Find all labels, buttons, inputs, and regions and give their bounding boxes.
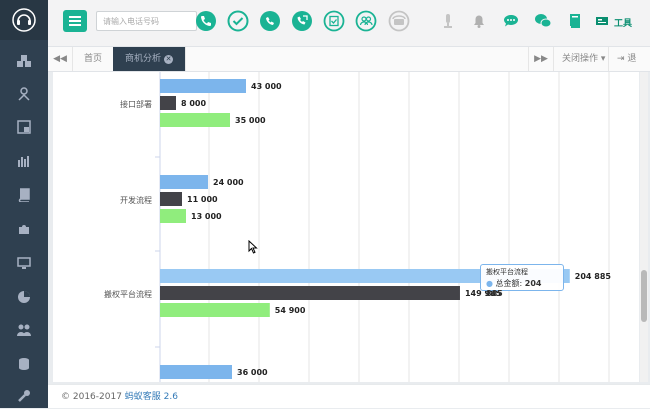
data-label: 35 000 <box>235 116 266 125</box>
check-button[interactable] <box>227 10 249 32</box>
bar[interactable] <box>160 113 230 127</box>
category-label: 接口部署 <box>120 99 152 109</box>
headset-logo-icon <box>12 8 36 32</box>
scrollbar-thumb[interactable] <box>641 270 647 322</box>
bar[interactable] <box>160 303 270 317</box>
phone-icon <box>196 11 216 31</box>
window-icon[interactable] <box>14 117 34 137</box>
bar[interactable] <box>160 209 186 223</box>
data-label: 204 885 <box>575 272 612 281</box>
tools-label[interactable]: 工具 <box>614 19 633 29</box>
pie-chart-icon[interactable] <box>14 287 34 307</box>
close-operations-label: 关闭操作 <box>562 54 599 64</box>
notification-button[interactable] <box>468 10 490 32</box>
users-icon[interactable] <box>14 320 34 340</box>
contacts-icon <box>355 10 377 32</box>
bar[interactable] <box>160 96 176 110</box>
tab-scroll-left-button[interactable]: ◀◀ <box>48 47 73 71</box>
bell-icon <box>474 15 484 28</box>
bar[interactable] <box>160 269 570 283</box>
dial-button[interactable] <box>195 10 217 32</box>
close-tab-icon[interactable]: ✕ <box>164 55 174 64</box>
book-icon[interactable] <box>14 185 34 205</box>
bar[interactable] <box>160 286 460 300</box>
knowledge-book-button[interactable] <box>564 10 586 32</box>
user-icon[interactable] <box>14 84 34 104</box>
horizontal-bar-chart: 接口部署 43 000 8 000 35 000 开发流程 24 000 11 000 13 … <box>104 72 612 382</box>
phone-transfer-icon <box>292 11 312 31</box>
wrench-icon[interactable] <box>14 386 34 406</box>
chat-bubble-icon <box>503 14 518 27</box>
mouse-cursor-icon <box>248 240 258 254</box>
desktop-icon[interactable] <box>14 253 34 273</box>
logout-button[interactable]: ⇥ 退出 <box>608 47 650 88</box>
chart-tooltip: 搬权平台流程 ● 总金额: 204 885 <box>480 264 564 298</box>
tab-label: 商机分析 <box>125 54 162 64</box>
transfer-button[interactable] <box>291 10 313 32</box>
category-label: 开发流程 <box>120 195 152 205</box>
bar[interactable] <box>160 175 208 189</box>
data-label: 43 000 <box>251 82 282 91</box>
close-operations-dropdown[interactable]: 关闭操作 ▾ <box>553 47 613 71</box>
logo <box>0 0 48 40</box>
data-label: 36 000 <box>237 368 268 377</box>
message-button[interactable] <box>500 10 522 32</box>
double-chevron-right-icon: ▶▶ <box>534 54 548 64</box>
task-check-icon <box>323 10 345 32</box>
data-label: 11 000 <box>187 195 218 204</box>
tooltip-row: ● 总金额: 204 885 <box>486 279 542 298</box>
bar-chart-icon[interactable] <box>14 151 34 171</box>
database-icon[interactable] <box>14 354 34 374</box>
tooltip-value: 204 885 <box>486 279 542 298</box>
tooltip-series-label: 总金额 <box>495 279 520 288</box>
cubes-icon[interactable] <box>14 52 34 72</box>
top-toolbar: 工具 <box>48 0 650 47</box>
telephone-button[interactable] <box>388 10 410 32</box>
microphone-icon <box>444 14 452 28</box>
tools-button[interactable] <box>593 10 611 32</box>
toolbox-icon <box>596 17 608 25</box>
scrollbar-track[interactable] <box>640 72 648 382</box>
caret-down-icon: ▾ <box>598 54 606 64</box>
contacts-button[interactable] <box>355 10 377 32</box>
data-label: 13 000 <box>191 212 222 221</box>
hamburger-icon <box>69 16 81 26</box>
footer: © 2016-2017 蚂蚁客服 2.6 <box>48 384 650 408</box>
microphone-button[interactable] <box>437 10 459 32</box>
tooltip-title: 搬权平台流程 <box>486 268 528 276</box>
task-button[interactable] <box>323 10 345 32</box>
book-icon <box>570 14 580 28</box>
data-label: 8 000 <box>181 99 206 108</box>
sidebar <box>0 0 48 408</box>
answer-button[interactable] <box>259 10 281 32</box>
bar[interactable] <box>160 192 182 206</box>
check-circle-icon <box>227 10 249 32</box>
copyright-text: © 2016-2017 <box>61 392 125 402</box>
telephone-icon <box>388 10 410 32</box>
phone-number-input[interactable] <box>96 11 197 31</box>
bar[interactable] <box>160 79 246 93</box>
tab-opportunity-analysis[interactable]: 商机分析 ✕ <box>113 47 187 71</box>
puzzle-icon[interactable] <box>14 219 34 239</box>
category-label: 搬权平台流程 <box>104 289 152 299</box>
tab-bar: ◀◀ 首页 商机分析✕ ▶▶ 关闭操作 ▾ ⇥ 退出 <box>48 47 650 88</box>
phone-answer-icon <box>260 11 280 31</box>
tab-home[interactable]: 首页 <box>72 47 116 71</box>
sign-out-icon: ⇥ <box>617 54 628 64</box>
wechat-icon <box>535 14 552 28</box>
wechat-button[interactable] <box>532 10 554 32</box>
menu-toggle-button[interactable] <box>63 10 87 32</box>
chart-panel: 接口部署 43 000 8 000 35 000 开发流程 24 000 11 000 13 … <box>53 72 639 382</box>
tab-scroll-right-button[interactable]: ▶▶ <box>528 47 554 71</box>
double-chevron-left-icon: ◀◀ <box>53 54 67 64</box>
data-label: 149 985 <box>465 289 502 298</box>
bar[interactable] <box>160 365 232 379</box>
brand-link[interactable]: 蚂蚁客服 2.6 <box>124 392 178 402</box>
tooltip-series-dot: ● <box>486 279 496 288</box>
data-label: 54 900 <box>275 306 306 315</box>
data-label: 24 000 <box>213 178 244 187</box>
